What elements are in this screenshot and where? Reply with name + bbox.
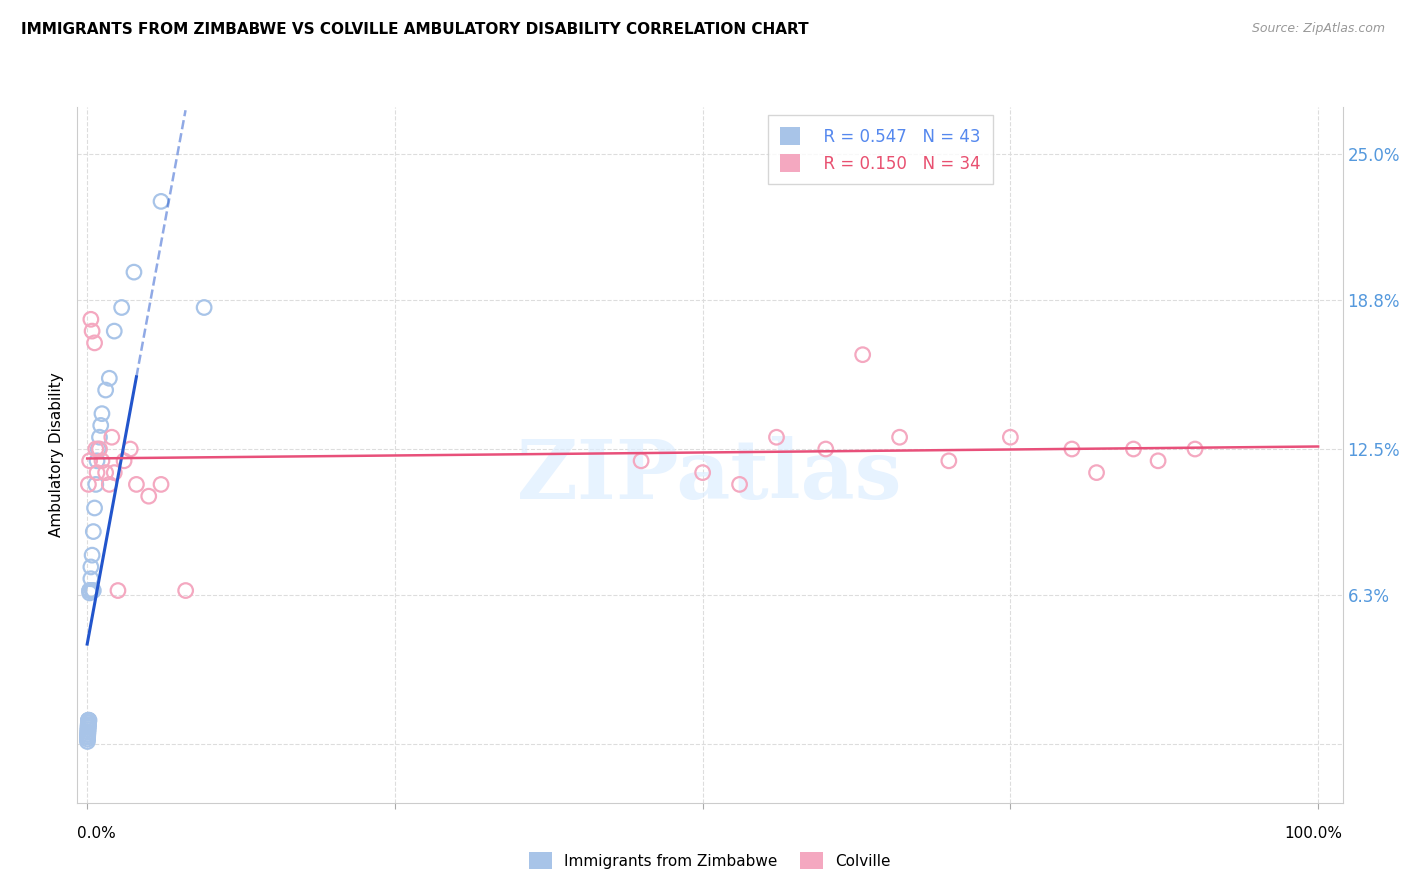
Text: ZIPatlas: ZIPatlas — [517, 436, 903, 516]
Point — [83, 335, 105, 350]
Point — [98, 477, 121, 491]
Point — [765, 430, 787, 444]
Point — [122, 265, 145, 279]
Point — [94, 466, 117, 480]
Point — [125, 477, 148, 491]
Point — [77, 713, 100, 727]
Legend: Immigrants from Zimbabwe, Colville: Immigrants from Zimbabwe, Colville — [523, 847, 897, 875]
Point — [89, 442, 111, 456]
Point — [91, 407, 114, 421]
Text: 0.0%: 0.0% — [77, 826, 117, 841]
Point — [79, 586, 101, 600]
Point — [83, 500, 105, 515]
Point — [889, 430, 911, 444]
Point — [76, 732, 98, 747]
Point — [94, 383, 117, 397]
Point — [77, 715, 100, 730]
Point — [82, 583, 104, 598]
Point — [77, 720, 100, 734]
Point — [174, 583, 197, 598]
Point — [76, 730, 98, 744]
Point — [138, 489, 160, 503]
Point — [101, 430, 124, 444]
Text: Source: ZipAtlas.com: Source: ZipAtlas.com — [1251, 22, 1385, 36]
Point — [82, 324, 104, 338]
Point — [150, 477, 173, 491]
Point — [1085, 466, 1108, 480]
Text: IMMIGRANTS FROM ZIMBABWE VS COLVILLE AMBULATORY DISABILITY CORRELATION CHART: IMMIGRANTS FROM ZIMBABWE VS COLVILLE AMB… — [21, 22, 808, 37]
Point — [77, 718, 100, 732]
Point — [150, 194, 173, 209]
Point — [77, 477, 100, 491]
Point — [692, 466, 714, 480]
Point — [98, 371, 121, 385]
Point — [76, 734, 98, 748]
Point — [1147, 454, 1170, 468]
Point — [77, 725, 100, 739]
Point — [1184, 442, 1206, 456]
Point — [112, 454, 135, 468]
Point — [77, 715, 100, 730]
Point — [77, 720, 100, 734]
Point — [82, 524, 104, 539]
Point — [86, 454, 108, 468]
Y-axis label: Ambulatory Disability: Ambulatory Disability — [49, 373, 65, 537]
Point — [87, 442, 110, 456]
Point — [77, 713, 100, 727]
Point — [111, 301, 134, 315]
Point — [86, 466, 108, 480]
Point — [77, 718, 100, 732]
Point — [1000, 430, 1022, 444]
Point — [84, 477, 107, 491]
Point — [89, 430, 111, 444]
Point — [79, 454, 101, 468]
Text: 100.0%: 100.0% — [1285, 826, 1343, 841]
Point — [79, 583, 101, 598]
Point — [1122, 442, 1144, 456]
Point — [120, 442, 142, 456]
Point — [80, 572, 103, 586]
Point — [193, 301, 215, 315]
Point — [82, 548, 104, 562]
Point — [90, 418, 112, 433]
Point — [77, 718, 100, 732]
Point — [938, 454, 960, 468]
Point — [107, 583, 129, 598]
Point — [77, 723, 100, 737]
Point — [91, 454, 114, 468]
Point — [76, 727, 98, 741]
Point — [77, 713, 100, 727]
Point — [79, 583, 101, 598]
Point — [80, 312, 103, 326]
Point — [84, 442, 107, 456]
Point — [82, 583, 104, 598]
Point — [76, 725, 98, 739]
Point — [76, 727, 98, 741]
Point — [76, 730, 98, 744]
Point — [77, 723, 100, 737]
Point — [1060, 442, 1083, 456]
Point — [814, 442, 837, 456]
Point — [852, 348, 875, 362]
Point — [728, 477, 751, 491]
Point — [103, 466, 125, 480]
Point — [103, 324, 125, 338]
Point — [630, 454, 652, 468]
Point — [80, 560, 103, 574]
